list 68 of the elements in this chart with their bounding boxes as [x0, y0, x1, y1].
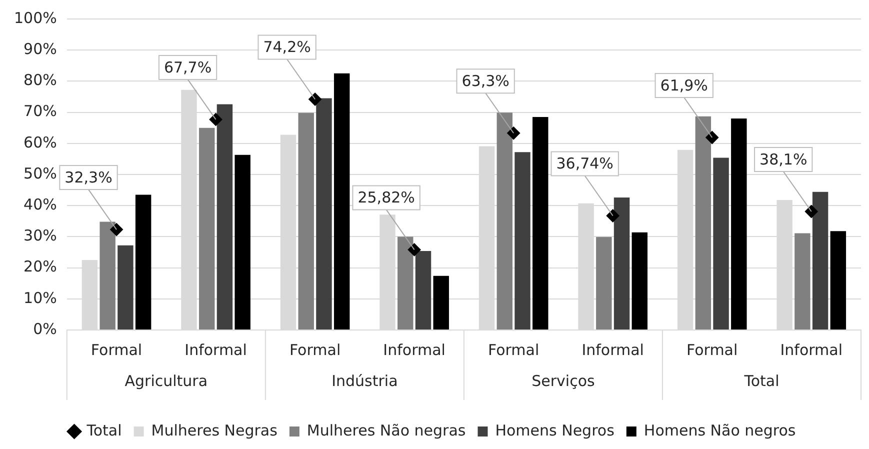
bar	[713, 158, 729, 330]
bar	[415, 251, 432, 330]
y-tick-label: 70%	[24, 102, 57, 120]
legend-label: Mulheres Não negras	[306, 421, 466, 440]
data-label: 32,3%	[64, 168, 112, 186]
bar	[234, 154, 250, 330]
bar	[614, 198, 630, 330]
data-label: 61,9%	[660, 76, 708, 94]
bar	[496, 112, 512, 330]
y-tick-label: 30%	[24, 226, 57, 245]
point	[606, 209, 620, 222]
point	[706, 130, 719, 144]
x-tick-label: Informal	[184, 340, 247, 359]
text: Serviços	[532, 372, 595, 390]
legend-label: Mulheres Negras	[151, 421, 278, 440]
bar	[198, 128, 215, 330]
y-tick-label: 50%	[24, 164, 57, 182]
y-tick-label: 20%	[24, 258, 57, 276]
point	[408, 243, 421, 256]
bar	[695, 116, 712, 330]
bar	[830, 231, 846, 330]
y-tick-label: 40%	[24, 195, 57, 214]
y-tick-label: 0%	[33, 320, 57, 338]
y-tick-label: 100%	[14, 8, 57, 27]
bar	[632, 232, 648, 330]
x-tick-label: Formal	[488, 340, 540, 359]
legend-label: Homens Negros	[495, 421, 615, 440]
data-label: 25,82%	[358, 188, 415, 207]
text: Agricultura	[124, 372, 208, 390]
bar	[532, 116, 548, 330]
bar	[316, 98, 332, 330]
x-tick-label: Informal	[582, 340, 644, 359]
legend-label: Homens Não negros	[644, 421, 796, 440]
point	[804, 205, 818, 218]
y-tick-label: 90%	[24, 40, 57, 58]
point	[209, 112, 222, 126]
text: Total	[743, 372, 780, 390]
x-tick-label: Formal	[289, 340, 341, 359]
bar	[731, 118, 747, 330]
point	[308, 92, 322, 106]
bar	[298, 112, 314, 330]
data-label: 67,7%	[164, 58, 212, 76]
data-label: 36,74%	[556, 154, 614, 173]
y-tick-label: 60%	[24, 133, 57, 152]
point	[507, 126, 520, 140]
bar	[433, 276, 449, 330]
data-label: 38,1%	[760, 150, 808, 168]
bar	[118, 245, 134, 330]
legend-label: Total	[86, 421, 122, 440]
data-label: 74,2%	[263, 38, 311, 56]
x-tick-label: Informal	[780, 340, 842, 359]
bar	[135, 194, 152, 330]
bar	[596, 237, 612, 330]
bar	[812, 192, 828, 330]
bar	[794, 233, 810, 330]
bar	[398, 236, 414, 330]
text: Indústria	[332, 372, 398, 390]
point	[110, 223, 124, 236]
bar	[514, 152, 530, 330]
bar	[100, 222, 116, 330]
data-label: 63,3%	[462, 72, 510, 90]
y-tick-label: 80%	[24, 71, 57, 90]
x-tick-label: Formal	[686, 340, 738, 359]
x-tick-label: Formal	[90, 340, 142, 359]
bar	[216, 104, 233, 330]
x-tick-label: Informal	[383, 340, 446, 359]
y-tick-label: 10%	[24, 288, 57, 307]
bar	[334, 73, 350, 330]
